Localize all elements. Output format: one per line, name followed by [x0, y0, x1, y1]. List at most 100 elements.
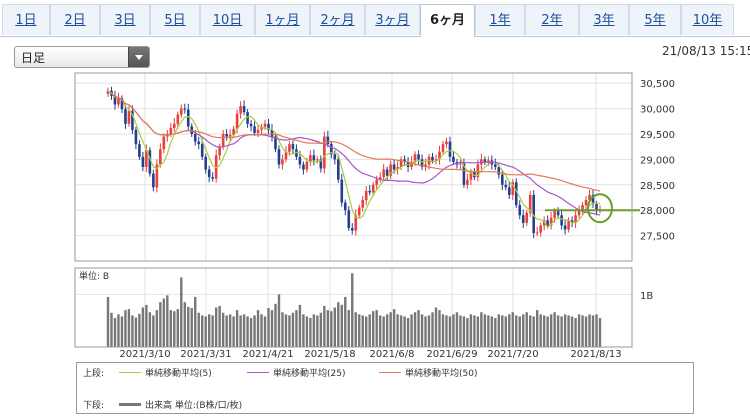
candle-body	[410, 161, 413, 167]
candle-body	[361, 200, 365, 208]
volume-bar	[389, 312, 392, 347]
volume-bar	[441, 314, 445, 347]
candle-body	[218, 146, 221, 156]
candle-body	[281, 159, 284, 165]
tab-10[interactable]: 2年	[525, 4, 579, 35]
candle-body	[152, 173, 155, 188]
candle-body	[396, 167, 399, 170]
volume-bar	[385, 314, 389, 347]
candle-interval-select[interactable]: 日足	[14, 46, 150, 68]
volume-bar	[145, 304, 148, 347]
tab-5[interactable]: 1ヶ月	[255, 4, 310, 35]
candle-body	[326, 136, 330, 145]
chevron-down-icon[interactable]	[128, 47, 149, 67]
candle-body	[274, 136, 277, 150]
volume-bar	[141, 307, 145, 347]
candle-body	[392, 164, 396, 170]
volume-bar	[438, 310, 441, 347]
candle-body	[183, 108, 187, 110]
candle-body	[117, 98, 120, 105]
candle-body	[539, 225, 542, 233]
volume-bar	[532, 316, 535, 347]
ma50-line	[111, 92, 601, 192]
candle-body	[145, 150, 148, 167]
legend-ma50: 単純移動平均(50)	[405, 369, 478, 379]
volume-bar	[504, 316, 507, 347]
volume-bar	[483, 314, 487, 347]
volume-bar	[281, 312, 284, 347]
volume-bar	[309, 318, 312, 347]
volume-bar	[316, 315, 319, 347]
tab-11[interactable]: 3年	[579, 4, 629, 35]
volume-bar	[546, 316, 549, 347]
candle-body	[581, 205, 584, 212]
tab-13[interactable]: 10年	[681, 4, 734, 35]
candle-body	[560, 215, 563, 226]
volume-bar	[180, 277, 183, 347]
candle-body	[295, 149, 298, 157]
tab-6[interactable]: 2ヶ月	[310, 4, 365, 35]
candle-body	[588, 194, 591, 201]
candle-body	[368, 190, 372, 193]
candle-body	[553, 211, 556, 218]
candle-body	[497, 167, 501, 175]
candle-body	[263, 123, 267, 127]
candle-body	[500, 174, 504, 185]
volume-bar	[549, 314, 553, 347]
volume-bar	[235, 310, 239, 347]
tab-9[interactable]: 1年	[475, 4, 525, 35]
candle-body	[494, 164, 497, 167]
ma5-swatch	[119, 372, 141, 373]
candle-body	[323, 136, 326, 169]
candle-body	[267, 123, 270, 130]
volume-bar	[155, 310, 159, 347]
candle-body	[574, 215, 577, 223]
candle-body	[179, 108, 183, 115]
candle-body	[256, 129, 260, 133]
tab-12[interactable]: 5年	[629, 4, 681, 35]
tab-1[interactable]: 2日	[50, 4, 100, 35]
x-tick-label: 2021/5/18	[304, 349, 355, 360]
legend-volume: 出来高 単位:(B株/口/枚)	[145, 401, 243, 411]
x-tick-label: 2021/4/21	[242, 349, 293, 360]
price-tick-label: 30,500	[640, 79, 675, 90]
candle-body	[246, 112, 249, 124]
volume-tick-label: 1B	[640, 291, 653, 302]
candle-body	[424, 164, 427, 167]
volume-bar	[302, 314, 305, 347]
tab-3[interactable]: 5日	[150, 4, 200, 35]
candle-body	[403, 159, 406, 162]
ma25-swatch	[247, 372, 269, 373]
volume-bar	[295, 310, 298, 347]
volume-bar	[476, 316, 480, 347]
tab-7[interactable]: 3ヶ月	[365, 4, 420, 35]
volume-bar	[323, 305, 326, 347]
volume-bar	[469, 314, 473, 347]
volume-bar	[427, 315, 431, 347]
candle-body	[333, 154, 337, 160]
candle-body	[532, 194, 536, 234]
candle-body	[511, 182, 515, 195]
candle-body	[448, 141, 452, 157]
volume-bar	[270, 310, 274, 347]
volume-bar	[340, 304, 343, 347]
tab-0[interactable]: 1日	[2, 4, 50, 35]
candle-body	[330, 144, 333, 155]
candle-body	[159, 149, 162, 165]
tab-2[interactable]: 3日	[100, 4, 150, 35]
volume-bar	[326, 310, 330, 347]
candle-body	[371, 184, 375, 193]
volume-bar	[197, 312, 200, 347]
candle-body	[200, 144, 204, 157]
volume-bar	[246, 316, 249, 347]
candle-body	[434, 159, 438, 161]
volume-bar	[567, 315, 570, 347]
candle-body	[284, 151, 288, 160]
volume-bar	[563, 314, 567, 347]
tab-8[interactable]: 6ヶ月	[420, 4, 475, 37]
volume-bar	[431, 312, 434, 347]
volume-bar	[403, 316, 406, 347]
volume-bar	[113, 318, 117, 347]
candle-body	[514, 182, 518, 206]
tab-4[interactable]: 10日	[200, 4, 255, 35]
